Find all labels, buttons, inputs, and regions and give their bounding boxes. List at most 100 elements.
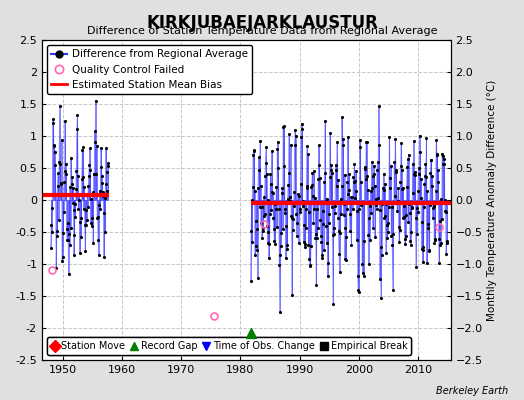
Point [316,232,325,239]
Point [89,189,97,195]
Point [305,209,313,215]
Point [258,234,266,241]
Point [320,246,328,253]
Point [254,184,263,191]
Point [256,183,265,190]
Point [359,272,368,279]
Point [328,170,336,176]
Point [298,202,307,209]
Point [281,255,290,261]
Point [282,246,291,252]
Point [84,183,93,189]
Point [352,188,361,194]
Point [360,238,368,244]
Point [285,169,293,176]
Point [379,199,387,205]
Point [432,187,440,194]
Point [364,232,373,238]
Point [440,160,449,167]
Point [392,200,401,206]
Point [309,192,317,199]
Point [369,162,378,169]
Point [383,201,391,208]
Point [285,131,293,137]
Point [325,173,334,180]
Point [327,162,335,168]
Point [435,218,444,225]
Point [261,173,269,179]
Point [267,207,276,213]
Point [64,270,73,277]
Point [53,228,61,234]
Point [278,184,287,191]
Point [256,138,264,144]
Point [336,196,345,202]
Point [407,242,415,249]
Point [101,195,109,201]
Point [307,184,315,190]
Point [414,165,423,171]
Point [417,176,425,182]
Point [422,174,430,181]
Point [264,197,272,203]
Point [370,183,379,190]
Point [406,210,414,216]
Point [68,200,77,206]
Point [100,254,108,260]
Point [413,209,422,216]
Point [271,240,280,247]
Point [309,220,318,226]
Point [72,186,80,192]
Point [48,205,57,212]
Point [353,208,362,214]
Point [99,189,107,196]
Point [376,276,384,282]
Point [75,191,83,198]
Point [339,142,347,148]
Point [263,223,271,229]
Point [363,139,371,145]
Point [95,188,104,194]
Point [399,215,407,221]
Point [296,209,304,215]
Point [433,152,441,158]
Point [266,171,275,178]
Point [368,173,377,179]
Point [258,224,267,231]
Point [77,234,85,240]
Point [420,204,428,210]
Point [50,143,59,150]
Text: Difference of Station Temperature Data from Regional Average: Difference of Station Temperature Data f… [87,26,437,36]
Point [247,197,256,203]
Point [348,194,356,200]
Point [52,265,60,271]
Point [423,188,432,194]
Point [357,201,366,207]
Point [260,212,268,219]
Point [90,171,99,177]
Point [68,174,76,180]
Point [102,180,110,187]
Point [312,231,320,238]
Point [289,203,298,210]
Point [276,252,285,258]
Point [303,184,312,191]
Point [59,208,68,215]
Point [438,216,446,222]
Point [339,136,347,142]
Point [277,243,285,250]
Point [421,161,430,168]
Point [102,188,111,195]
Point [259,194,268,201]
Point [362,139,370,145]
Point [268,188,277,195]
Point [47,222,56,228]
Point [419,259,427,265]
Point [301,206,310,212]
Point [328,204,336,210]
Point [93,143,101,149]
Point [96,206,104,212]
Point [50,149,59,155]
Point [289,226,297,233]
Point [255,204,264,210]
